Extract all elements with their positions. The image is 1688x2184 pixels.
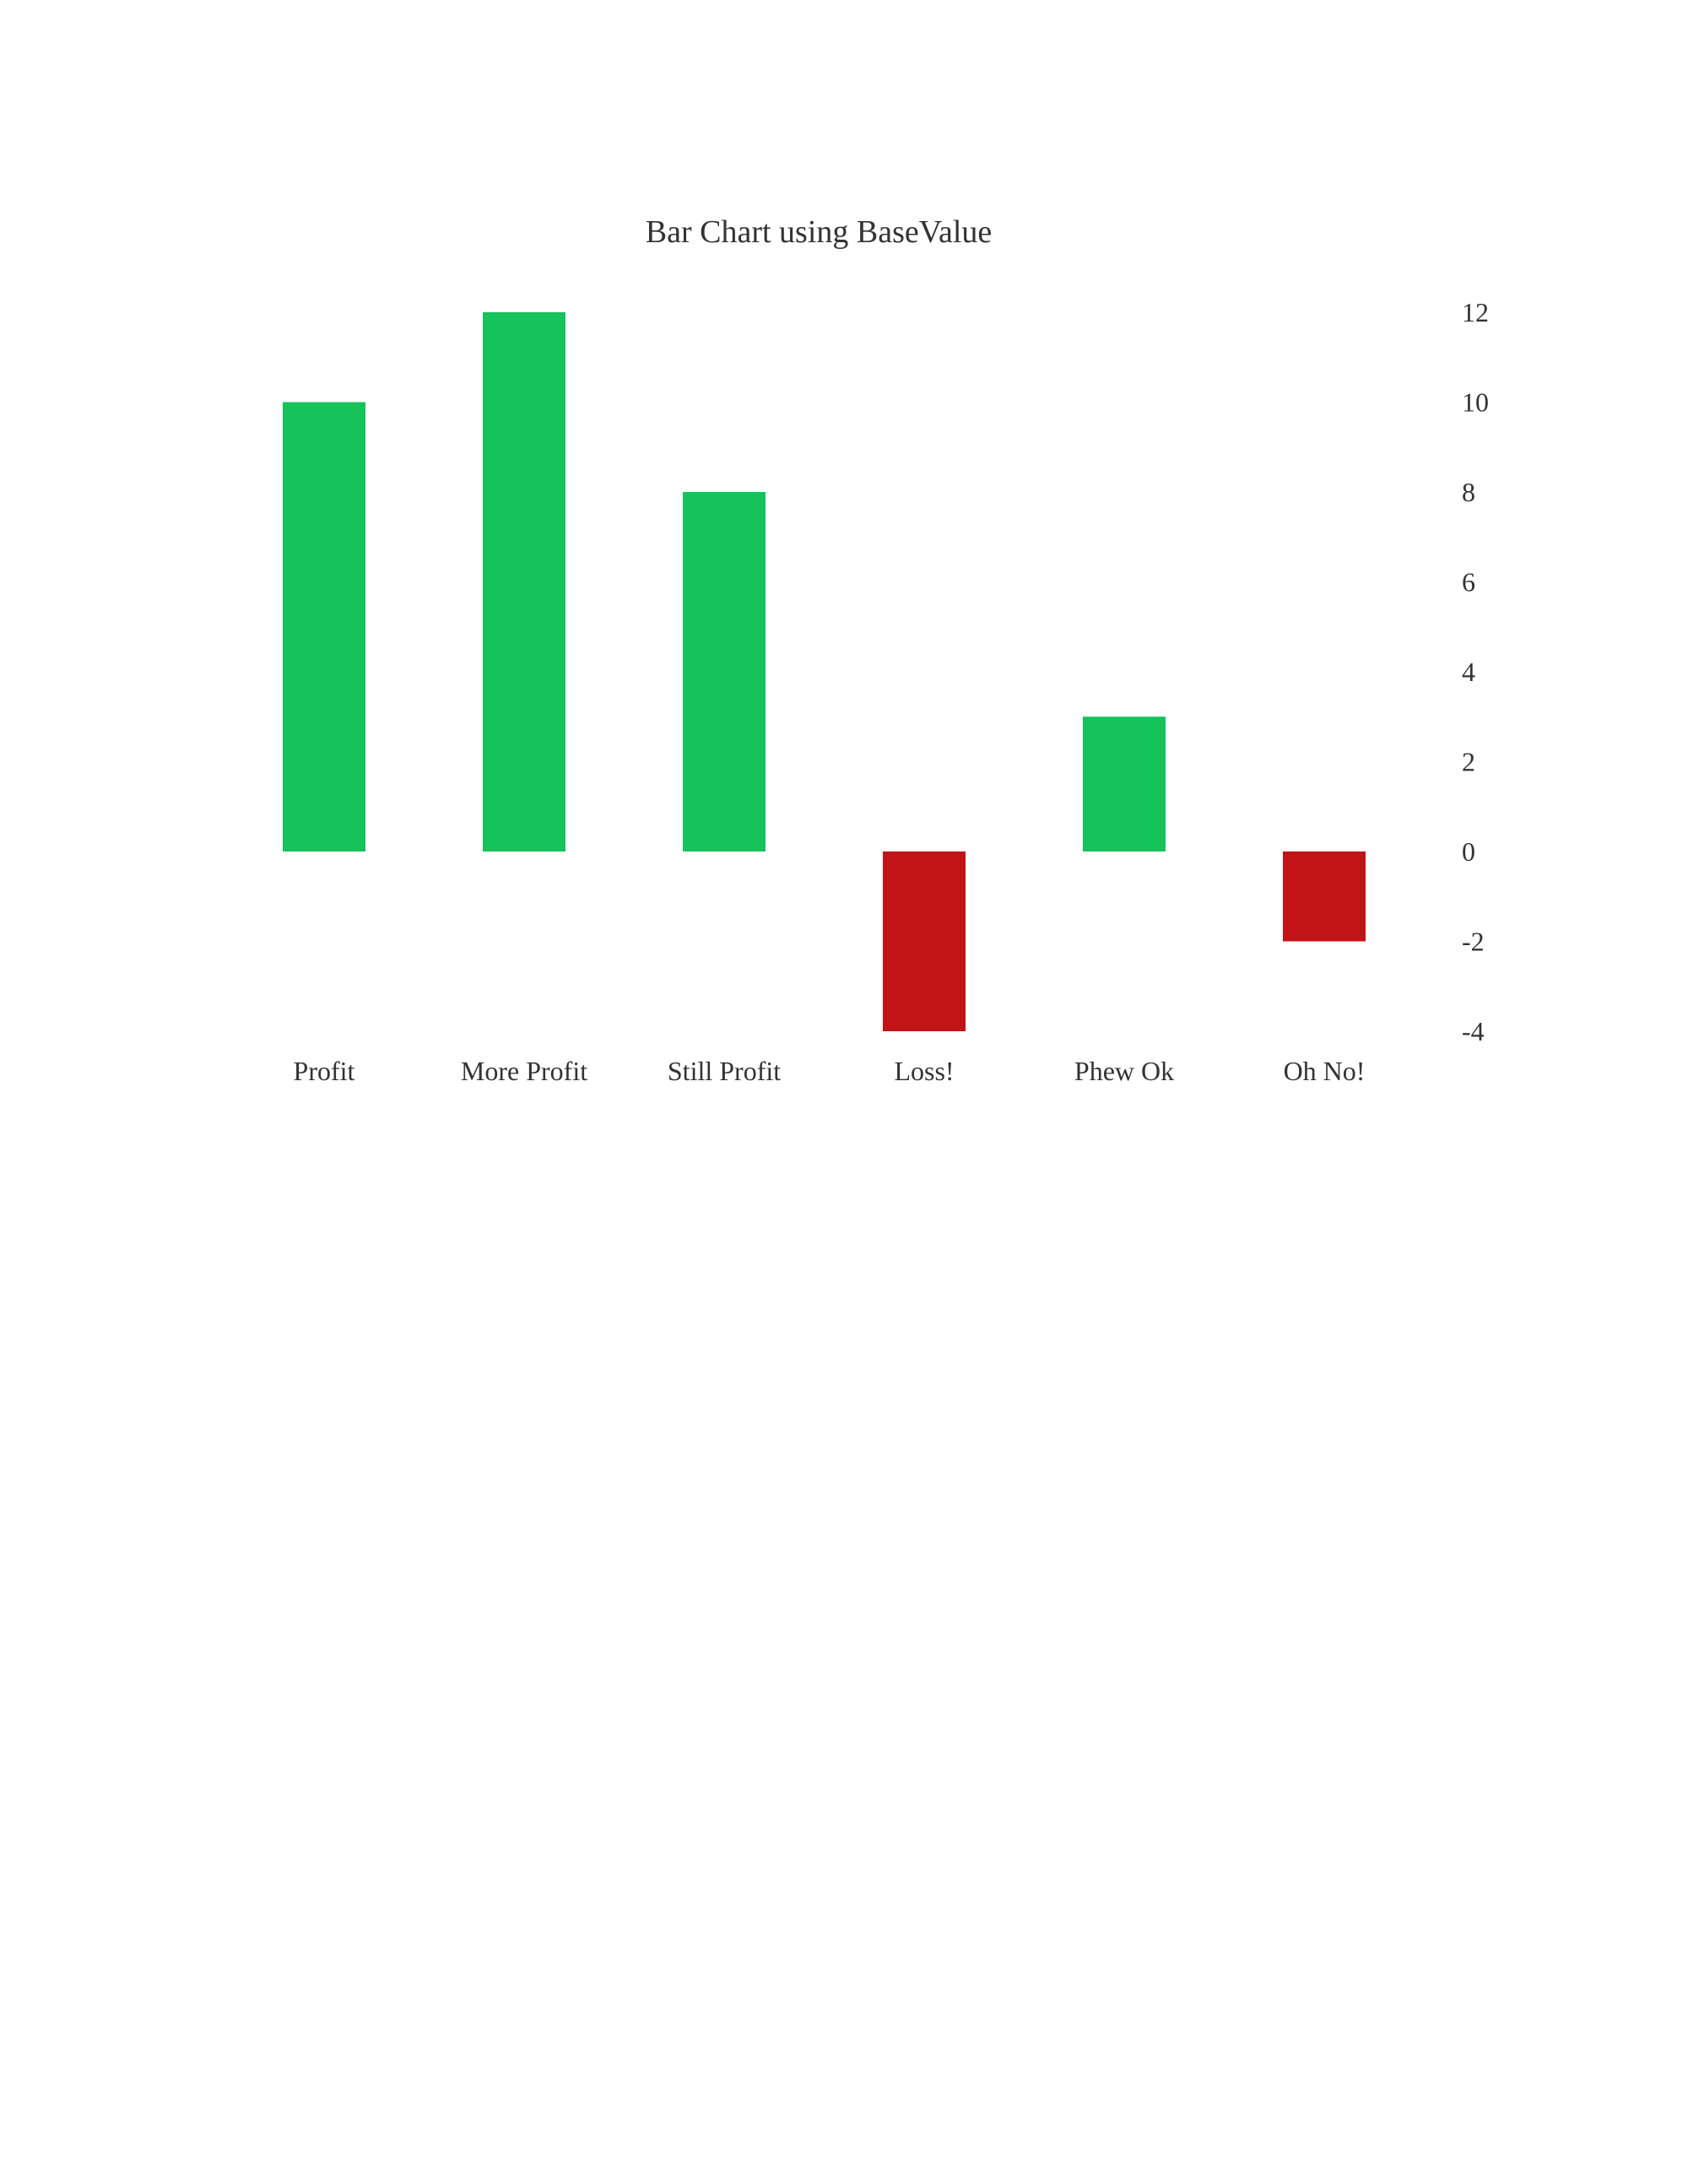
y-axis-tick-labels: 12 10 8 6 4 2 0 -2 -4	[1462, 297, 1489, 1046]
x-tick-label-phew-ok: Phew Ok	[1074, 1056, 1174, 1086]
x-axis-labels: Profit More Profit Still Profit Loss! Phew O…	[294, 1056, 1366, 1086]
bar-profit	[283, 402, 365, 851]
bar-loss	[883, 851, 966, 1031]
bar-oh-no	[1283, 851, 1366, 942]
y-tick-label: 2	[1462, 747, 1475, 777]
x-tick-label-still-profit: Still Profit	[668, 1056, 781, 1086]
y-tick-label: 10	[1462, 387, 1489, 418]
x-tick-label-more-profit: More Profit	[461, 1056, 587, 1086]
y-tick-label: -2	[1462, 927, 1485, 957]
y-tick-label: 8	[1462, 477, 1475, 507]
y-tick-label: 0	[1462, 836, 1475, 867]
x-tick-label-oh-no: Oh No!	[1284, 1056, 1366, 1086]
y-tick-label: 6	[1462, 567, 1475, 597]
bar-phew-ok	[1083, 716, 1166, 851]
bar-still-profit	[683, 492, 766, 851]
bar-more-profit	[483, 312, 565, 851]
bars-layer	[283, 312, 1366, 1031]
y-tick-label: -4	[1462, 1016, 1485, 1046]
y-tick-label: 12	[1462, 297, 1489, 327]
chart-title: Bar Chart using BaseValue	[646, 214, 993, 250]
x-tick-label-loss: Loss!	[894, 1056, 954, 1086]
x-tick-label-profit: Profit	[294, 1056, 355, 1086]
y-tick-label: 4	[1462, 657, 1475, 687]
